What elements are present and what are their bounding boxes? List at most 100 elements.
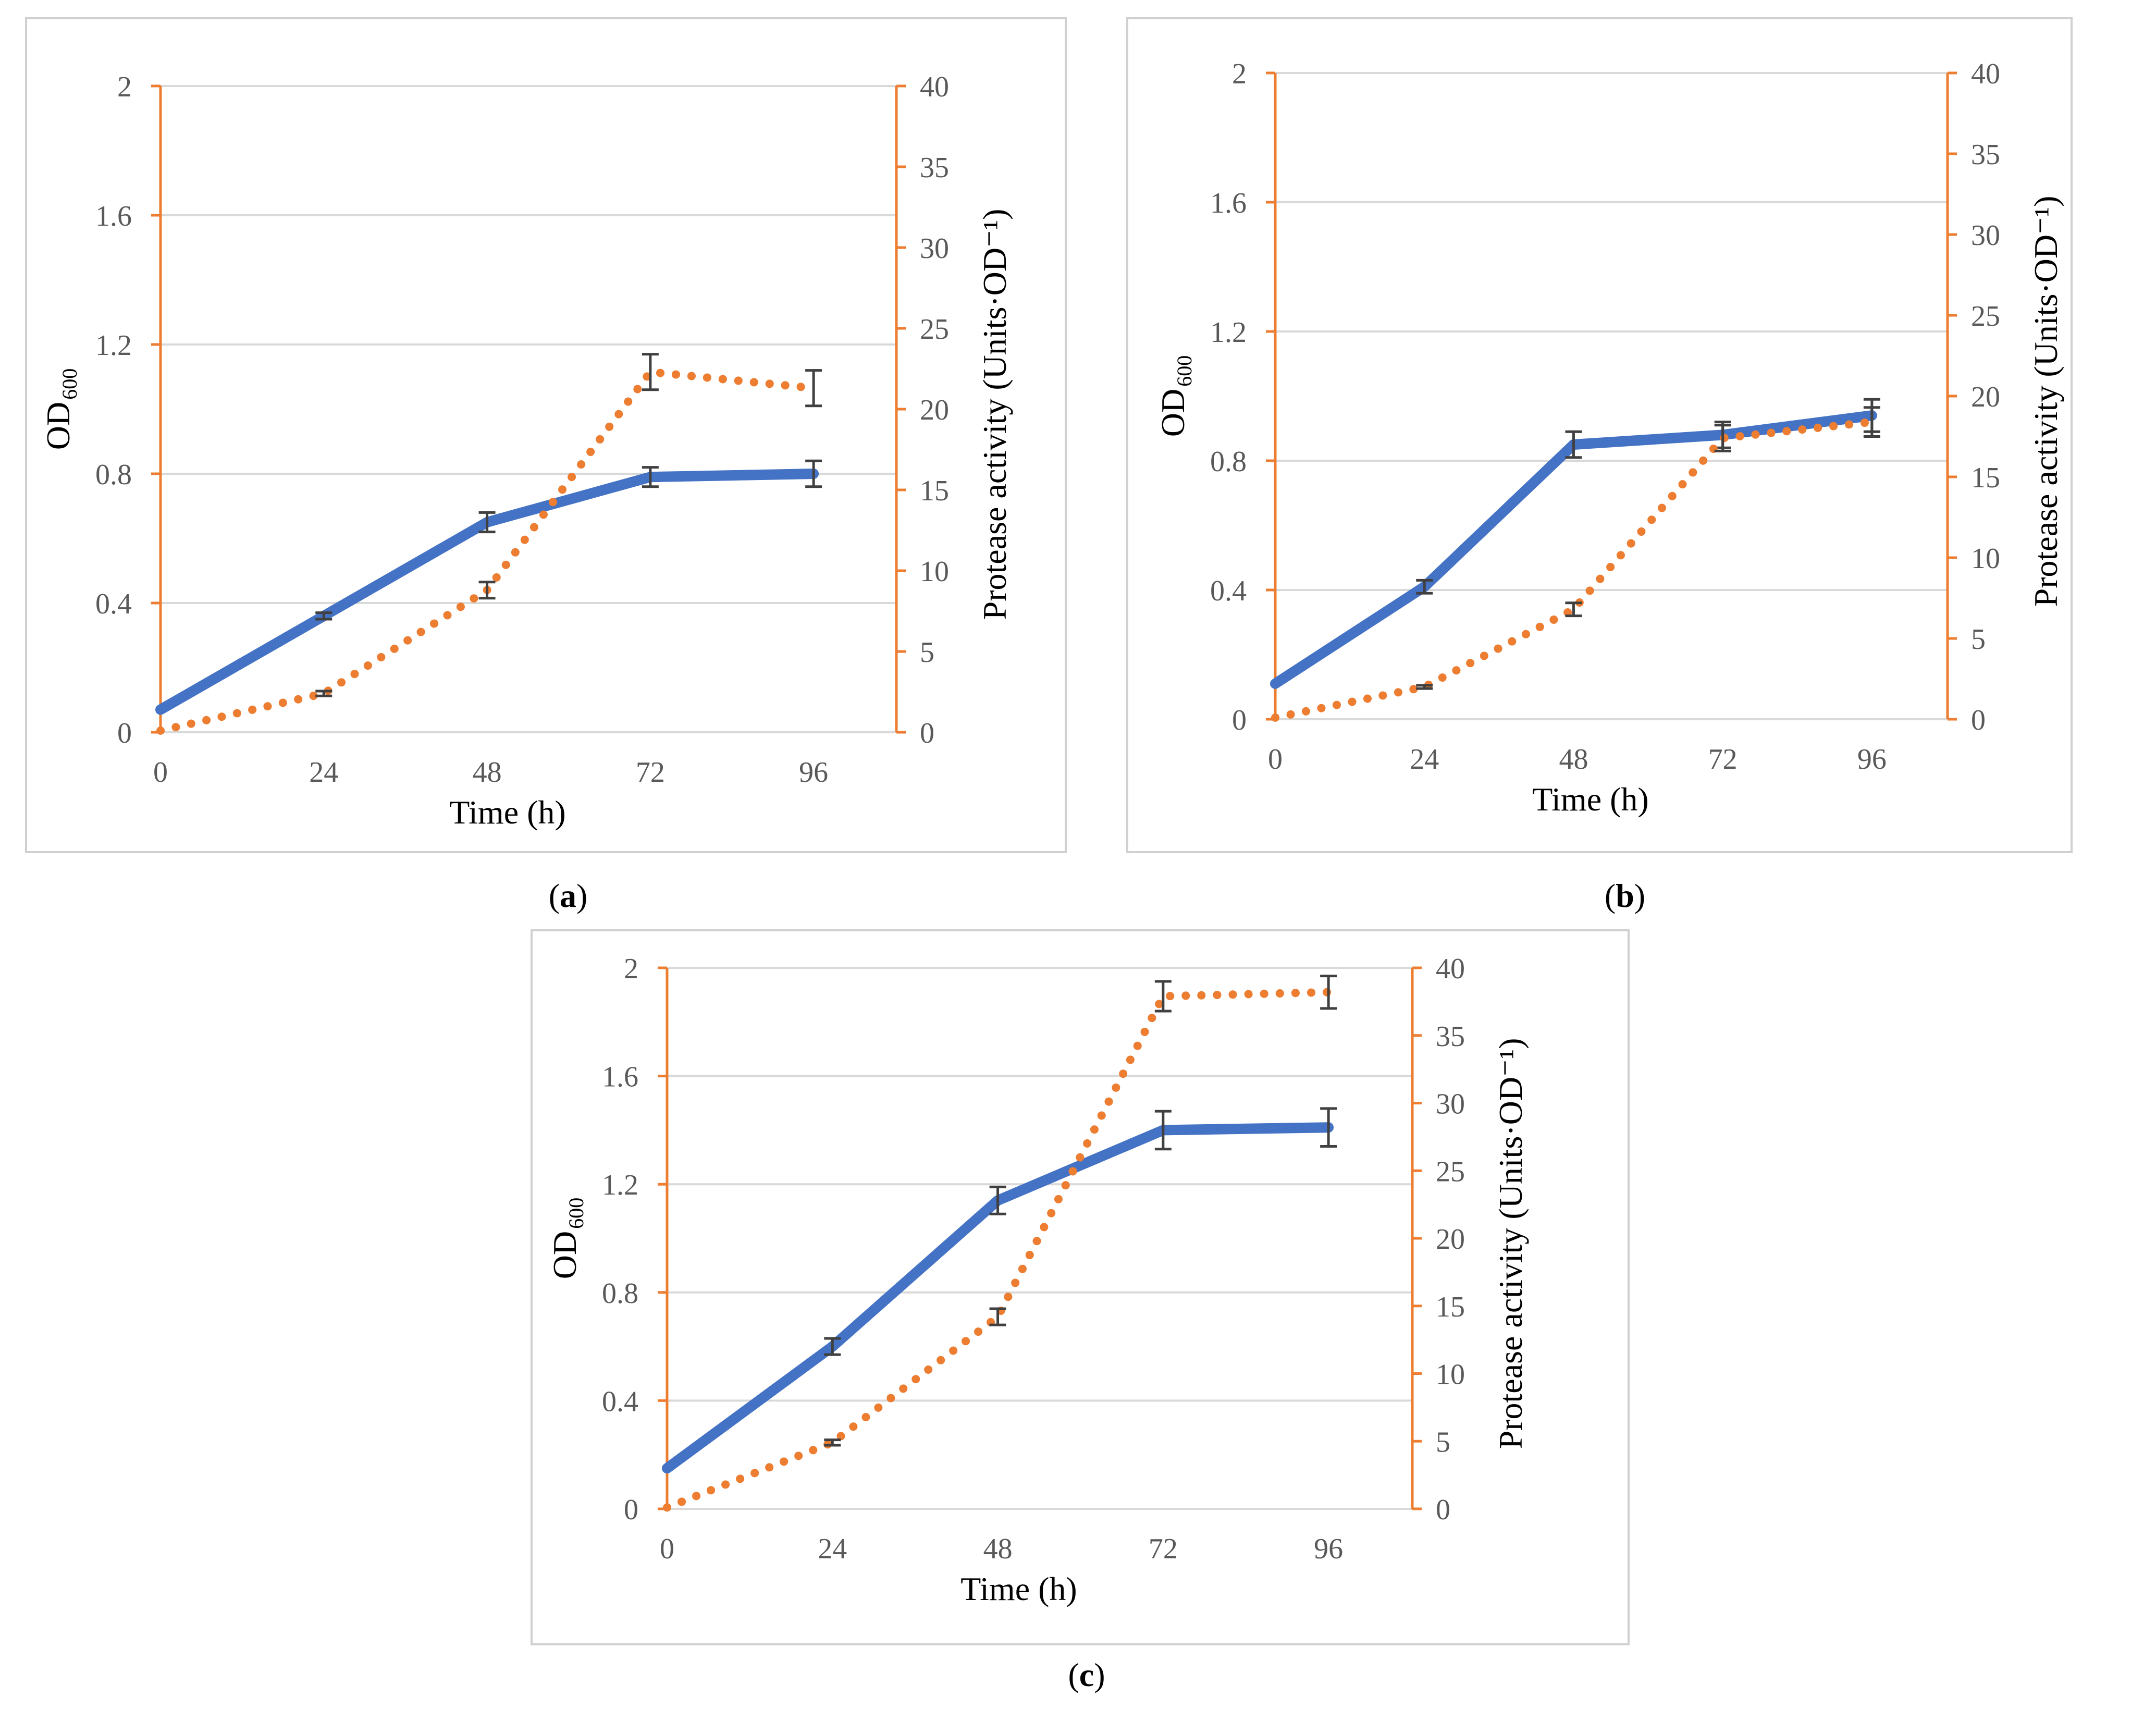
od600-error-bar bbox=[1154, 1110, 1172, 1151]
protease-error-bar bbox=[989, 1307, 1006, 1326]
y-axis-title: OD600 bbox=[1154, 355, 1196, 437]
protease-series-line bbox=[1271, 417, 1876, 722]
y2-axis-title: Protease activity (Units·OD⁻¹) bbox=[976, 209, 1013, 620]
x-tick-label: 0 bbox=[153, 756, 168, 789]
chart-frame bbox=[1126, 17, 2073, 853]
x-axis-title: Time (h) bbox=[449, 794, 565, 831]
y2-tick-label: 20 bbox=[1436, 1223, 1465, 1256]
panel-label: (b) bbox=[1605, 877, 1645, 914]
y-tick-label: 2 bbox=[117, 71, 132, 103]
protease-error-bar bbox=[805, 369, 822, 408]
od600-error-bar bbox=[478, 511, 496, 534]
y2-tick-label: 25 bbox=[1436, 1155, 1465, 1188]
y-tick-label: 2 bbox=[1232, 58, 1247, 90]
protease-error-bar bbox=[642, 353, 659, 391]
y-tick-label: 1.2 bbox=[95, 329, 132, 362]
od600-error-bar bbox=[1565, 430, 1582, 459]
x-tick-label: 0 bbox=[1268, 743, 1283, 776]
y2-tick-label: 35 bbox=[920, 152, 949, 184]
panel-label: (c) bbox=[1068, 1656, 1105, 1693]
y-axis-title: OD600 bbox=[40, 368, 81, 450]
od600-error-bar bbox=[824, 1337, 841, 1356]
x-tick-label: 48 bbox=[983, 1533, 1013, 1565]
y2-tick-label: 25 bbox=[1971, 300, 2000, 333]
x-tick-label: 96 bbox=[1314, 1533, 1343, 1565]
y2-tick-label: 15 bbox=[920, 475, 949, 507]
y-tick-label: 0 bbox=[1232, 704, 1247, 736]
protease-error-bar bbox=[315, 690, 332, 697]
od600-error-bar bbox=[315, 611, 332, 621]
chart-frame bbox=[25, 17, 1067, 853]
x-tick-label: 24 bbox=[309, 756, 338, 789]
y2-tick-label: 5 bbox=[920, 636, 934, 669]
y2-tick-label: 5 bbox=[1971, 623, 1986, 656]
y-tick-label: 0 bbox=[624, 1494, 638, 1526]
od600-error-bar bbox=[642, 466, 659, 488]
y-tick-label: 0 bbox=[117, 717, 132, 749]
y-axis-title: OD600 bbox=[546, 1198, 588, 1279]
x-axis-title: Time (h) bbox=[960, 1570, 1077, 1607]
od600-error-bar bbox=[989, 1185, 1006, 1215]
x-tick-label: 72 bbox=[636, 756, 665, 789]
y2-tick-label: 0 bbox=[1436, 1494, 1450, 1526]
y-tick-label: 2 bbox=[624, 953, 638, 985]
y2-tick-label: 40 bbox=[1436, 953, 1465, 985]
protease-error-bar bbox=[1154, 980, 1172, 1013]
y-tick-label: 0.8 bbox=[1210, 446, 1247, 478]
y2-tick-label: 35 bbox=[1436, 1020, 1465, 1053]
y2-tick-label: 40 bbox=[920, 71, 949, 103]
y-tick-label: 1.6 bbox=[1210, 187, 1247, 219]
y2-tick-label: 0 bbox=[920, 717, 934, 749]
y-tick-label: 0.4 bbox=[602, 1385, 638, 1418]
x-tick-label: 48 bbox=[473, 756, 502, 789]
protease-error-bar bbox=[824, 1438, 841, 1447]
x-tick-label: 96 bbox=[799, 756, 828, 789]
protease-series-line bbox=[663, 988, 1333, 1512]
x-axis-title: Time (h) bbox=[1532, 781, 1648, 818]
y2-tick-label: 20 bbox=[1971, 381, 2000, 413]
od600-error-bar bbox=[805, 459, 822, 488]
y2-axis-title: Protease activity (Units·OD⁻¹) bbox=[2027, 196, 2064, 607]
y2-tick-label: 15 bbox=[1436, 1291, 1465, 1323]
x-tick-label: 48 bbox=[1559, 743, 1588, 776]
x-tick-label: 96 bbox=[1857, 743, 1887, 776]
y-tick-label: 1.6 bbox=[95, 200, 132, 232]
y-tick-label: 0.8 bbox=[602, 1277, 638, 1310]
x-tick-label: 72 bbox=[1708, 743, 1738, 776]
x-tick-label: 72 bbox=[1149, 1533, 1178, 1565]
y-tick-label: 1.2 bbox=[602, 1169, 638, 1201]
y2-tick-label: 10 bbox=[1436, 1359, 1465, 1391]
od600-error-bar bbox=[1416, 579, 1433, 595]
y2-tick-label: 40 bbox=[1971, 58, 2000, 90]
panel-label: (a) bbox=[549, 877, 588, 914]
chart-frame bbox=[531, 929, 1630, 1645]
y2-tick-label: 10 bbox=[1971, 543, 2000, 575]
y2-tick-label: 5 bbox=[1436, 1426, 1450, 1458]
x-tick-label: 24 bbox=[818, 1533, 847, 1565]
protease-error-bar bbox=[1863, 406, 1880, 438]
y2-tick-label: 30 bbox=[1971, 219, 2000, 252]
protease-error-bar bbox=[1565, 601, 1582, 618]
protease-error-bar bbox=[1320, 975, 1337, 1010]
y-tick-label: 1.6 bbox=[602, 1061, 638, 1093]
y-tick-label: 0.8 bbox=[95, 459, 132, 491]
protease-error-bar bbox=[1714, 424, 1731, 452]
y2-tick-label: 30 bbox=[920, 232, 949, 265]
y2-tick-label: 25 bbox=[920, 313, 949, 346]
y2-tick-label: 10 bbox=[920, 556, 949, 588]
y2-tick-label: 20 bbox=[920, 394, 949, 426]
y-tick-label: 1.2 bbox=[1210, 316, 1247, 349]
y2-tick-label: 30 bbox=[1436, 1088, 1465, 1121]
x-tick-label: 0 bbox=[660, 1533, 674, 1565]
y-tick-label: 0.4 bbox=[95, 588, 132, 620]
y-tick-label: 0.4 bbox=[1210, 575, 1247, 607]
y2-tick-label: 0 bbox=[1971, 704, 1986, 736]
od600-error-bar bbox=[1320, 1107, 1337, 1148]
x-tick-label: 24 bbox=[1410, 743, 1439, 776]
protease-error-bar bbox=[1416, 684, 1433, 690]
y2-tick-label: 15 bbox=[1971, 462, 2000, 494]
